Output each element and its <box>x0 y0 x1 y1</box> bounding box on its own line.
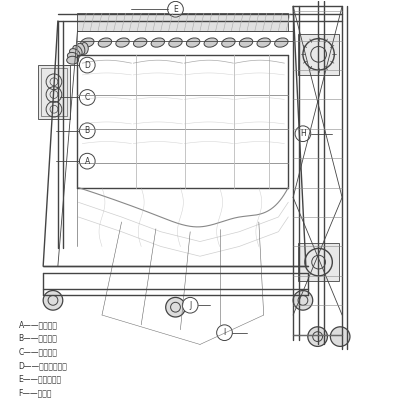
Text: B——夹置杆；: B——夹置杆； <box>19 334 58 343</box>
Bar <box>298 244 339 281</box>
Text: F——滚轮轴: F——滚轮轴 <box>19 388 52 398</box>
Text: E——锁紧圆柱；: E——锁紧圆柱； <box>19 375 62 384</box>
Text: H: H <box>300 129 306 138</box>
Circle shape <box>166 298 185 317</box>
Circle shape <box>293 290 313 310</box>
Ellipse shape <box>275 38 288 47</box>
Circle shape <box>168 1 183 17</box>
Ellipse shape <box>151 38 164 47</box>
Ellipse shape <box>67 56 78 64</box>
Text: I: I <box>223 328 226 337</box>
Circle shape <box>43 290 63 310</box>
Circle shape <box>295 126 311 142</box>
Circle shape <box>80 123 95 139</box>
Text: D——自调节轴承；: D——自调节轴承； <box>19 361 68 370</box>
Ellipse shape <box>80 42 88 54</box>
Text: E: E <box>173 5 178 14</box>
Ellipse shape <box>222 38 235 47</box>
Ellipse shape <box>70 48 80 58</box>
Bar <box>38 65 70 119</box>
Circle shape <box>308 327 328 346</box>
Ellipse shape <box>80 38 94 47</box>
Circle shape <box>330 327 350 346</box>
Circle shape <box>182 298 198 313</box>
Ellipse shape <box>239 38 253 47</box>
Bar <box>78 13 288 31</box>
Ellipse shape <box>98 38 112 47</box>
Text: J: J <box>189 301 191 310</box>
Ellipse shape <box>186 38 200 47</box>
Ellipse shape <box>204 38 218 47</box>
Ellipse shape <box>76 43 85 55</box>
Circle shape <box>217 325 232 340</box>
Ellipse shape <box>257 38 270 47</box>
Text: A——传动链；: A——传动链； <box>19 320 58 329</box>
Circle shape <box>80 57 95 73</box>
Ellipse shape <box>73 45 82 56</box>
Bar <box>41 68 67 116</box>
Ellipse shape <box>169 38 182 47</box>
Ellipse shape <box>116 38 129 47</box>
Text: A: A <box>85 157 90 166</box>
Ellipse shape <box>68 52 79 61</box>
Circle shape <box>80 90 95 105</box>
Text: C——传动链；: C——传动链； <box>19 347 58 356</box>
Text: B: B <box>85 126 90 135</box>
Circle shape <box>80 153 95 169</box>
Bar <box>298 34 339 75</box>
Text: C: C <box>85 93 90 102</box>
Text: D: D <box>84 61 90 70</box>
Ellipse shape <box>134 38 147 47</box>
